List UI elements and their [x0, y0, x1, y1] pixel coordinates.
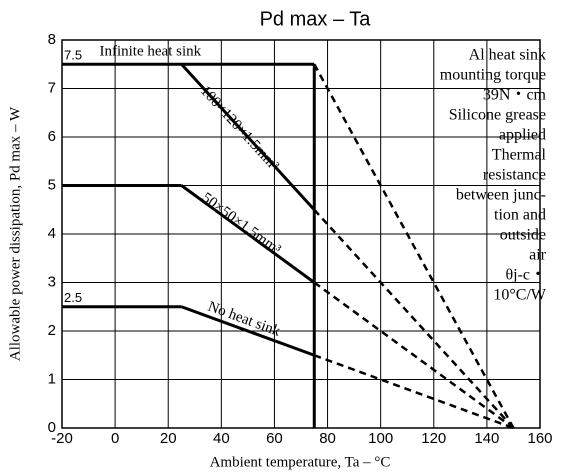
- series-segment: [180, 305, 315, 357]
- chart-title: Pd max – Ta: [260, 8, 372, 30]
- note-line: resistance: [483, 167, 546, 184]
- note-line: θj-c・: [505, 267, 546, 284]
- note-line: 10°C/W: [493, 287, 547, 304]
- note-line: Al heat sink: [469, 47, 546, 64]
- series-segment: [180, 63, 316, 211]
- series-segment: [313, 281, 515, 430]
- note-line: applied: [499, 127, 546, 144]
- y-tick-label: 5: [48, 176, 56, 193]
- y-tick-label: 4: [48, 225, 56, 242]
- y-tick-label: 7: [48, 79, 56, 96]
- annotation: 7.5: [64, 48, 82, 63]
- y-tick-label: 6: [48, 128, 56, 145]
- x-tick-label: 80: [319, 430, 336, 447]
- note-line: outside: [500, 227, 546, 244]
- note-line: Silicone grease: [449, 107, 546, 124]
- y-tick-label: 1: [48, 370, 56, 387]
- x-tick-label: 40: [213, 430, 230, 447]
- note-line: mounting torque: [440, 67, 546, 84]
- note-line: Thermal: [492, 147, 547, 164]
- y-tick-label: 2: [48, 322, 56, 339]
- note-line: air: [529, 247, 547, 264]
- x-tick-label: -20: [51, 430, 73, 447]
- note-line: tion and: [494, 207, 546, 224]
- y-tick-label: 3: [48, 273, 56, 290]
- x-axis-label: Ambient temperature, Ta – °C: [210, 454, 391, 470]
- note-line: 39N・cm: [483, 87, 547, 104]
- x-tick-label: 140: [474, 430, 499, 447]
- annotation: 2.5: [64, 290, 82, 305]
- series-segment: [313, 63, 515, 429]
- plot-frame: [61, 39, 541, 429]
- x-tick-label: 120: [421, 430, 446, 447]
- series-label: Infinite heat sink: [99, 44, 201, 60]
- y-tick-label: 8: [48, 31, 56, 48]
- y-tick-label: 0: [48, 419, 56, 436]
- x-tick-label: 100: [368, 430, 393, 447]
- y-axis-label: Allowable power dissipation, Pd max – W: [7, 106, 23, 361]
- series-segment: [180, 184, 316, 284]
- x-tick-label: 60: [266, 430, 283, 447]
- series-segment: [313, 208, 515, 429]
- x-tick-label: 20: [160, 430, 177, 447]
- note-line: between junc-: [456, 187, 546, 204]
- x-tick-label: 0: [111, 430, 119, 447]
- x-tick-label: 160: [527, 430, 552, 447]
